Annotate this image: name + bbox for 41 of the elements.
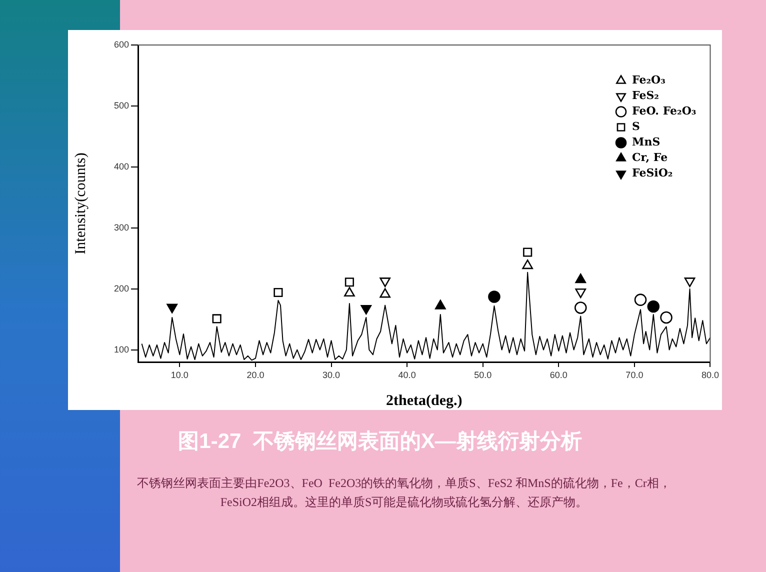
x-tick-label: 30.0 [322,370,340,380]
legend-label: Fe₂O₃ [632,74,666,87]
y-tick-label: 600 [114,39,129,50]
point [575,274,586,284]
point [360,304,372,315]
point [522,260,533,270]
y-tick-label: 500 [114,100,129,110]
point [634,294,647,306]
y-axis-title: Intensity(counts) [72,152,89,254]
y-tick-label: 100 [114,344,129,354]
text: 不锈钢丝网表面主要由Fe2O3、FeO Fe2O3的铁的氧化物，单质S、FeS2 和MnS的硫化物，Fe，Cr相，FeSiO2相组成。这里的单质S可能是硫化物或硫化氢分解、还原产物。 [136,475,672,511]
x-tick-label: 80.0 [701,370,720,380]
legend-label: FeO. Fe₂O₃ [632,104,696,118]
point [488,290,500,303]
point [166,304,178,314]
point [274,288,283,298]
y-tick-label: 400 [114,161,129,172]
x-tick-label: 50.0 [474,370,492,380]
point [380,288,390,298]
x-tick-label: 60.0 [550,370,568,380]
legend-label: Cr, Fe [632,151,668,164]
legend-label: FeS₂ [632,89,660,102]
point [344,286,355,297]
x-tick-label: 10.0 [170,370,188,380]
legend-label: FeSiO₂ [632,166,673,180]
x-tick-label: 20.0 [246,370,264,380]
point [523,248,532,257]
point [435,300,446,310]
x-tick-label: 40.0 [398,370,416,380]
legend-label: S [632,120,640,134]
x-tick-label: 70.0 [626,370,644,380]
point [212,314,222,324]
legend-label: MnS [632,136,660,149]
text: 图1-27 不锈钢丝网表面的X—射线衍射分析 [177,429,583,455]
y-tick-label: 300 [114,222,129,232]
point [344,278,354,287]
point [660,311,672,324]
y-tick-label: 200 [114,283,129,294]
point [574,302,587,314]
x-axis-title: 2theta(deg.) [386,392,462,409]
point [647,300,660,313]
